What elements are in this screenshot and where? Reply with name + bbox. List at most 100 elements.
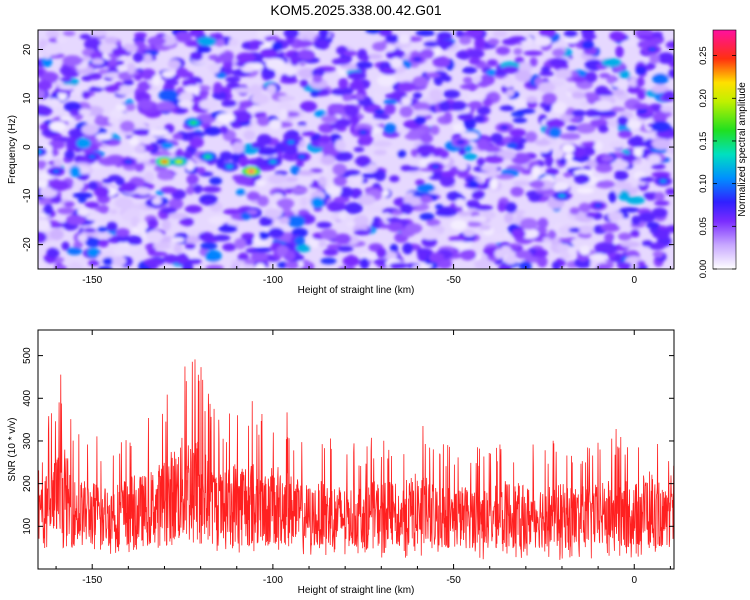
heat-cell [204,126,222,136]
heat-cell [465,30,484,38]
heat-cell [401,166,420,172]
heat-cell [339,186,353,198]
heat-cell [652,138,672,150]
heat-cell [577,225,594,235]
heat-cell [443,111,453,124]
heat-cell [153,242,172,250]
heat-cell [651,207,668,218]
heat-cell [38,231,47,243]
heat-cell [574,173,590,185]
heat-cell [367,53,383,60]
heat-cell [351,173,363,186]
heat-cell [649,130,658,140]
heat-cell [620,241,641,248]
heat-cell [537,255,548,268]
heat-cell [297,68,316,79]
heat-cell [552,48,565,58]
heat-cell [66,214,86,226]
heat-cell [68,262,83,269]
heat-cell [106,58,119,66]
heat-cell [372,114,391,120]
heat-cell [193,184,203,194]
heat-cell [633,158,642,165]
heat-cell [351,78,362,89]
heat-cell [285,260,300,269]
heat-cell [202,186,222,193]
heat-cell [48,140,66,150]
y-tick-label: 10 [22,92,33,104]
heat-cell [545,118,566,128]
heat-cell [396,149,407,158]
heat-cell [545,167,559,176]
heat-cell [98,266,113,269]
x-tick-label: 0 [631,575,637,586]
heat-cell [495,174,515,180]
heat-cell [505,202,517,214]
heat-cell [347,71,367,80]
heat-cell [350,114,360,125]
heat-cell [374,109,385,115]
heat-cell [604,232,615,243]
heat-cell [467,93,483,100]
heat-cell [383,123,397,134]
heat-cell [506,142,518,149]
heat-cell [350,188,363,199]
heat-cell [185,186,195,195]
heat-cell [286,215,306,228]
heat-cell [212,91,227,101]
heat-cell [125,103,136,112]
heat-cell [338,266,356,269]
heat-cell [376,75,396,87]
heat-cell [389,262,409,269]
heat-cell [448,236,467,242]
heat-cell [487,38,500,46]
heat-cell [370,217,383,229]
colorbar-tick-label: 0.00 [698,260,709,279]
heat-cell [268,227,284,239]
heat-cell [79,108,91,116]
heat-cell [208,63,221,74]
heat-cell [537,144,551,153]
heat-cell [278,181,297,189]
heat-cell [205,250,222,262]
heat-cell [187,131,207,137]
heat-cell [581,40,595,50]
heat-cell [474,37,486,49]
heat-cell [626,119,642,130]
heat-cell [168,212,188,220]
heat-hotspot [89,155,96,159]
heat-hotspot [38,150,41,154]
heat-cell [196,45,212,54]
heat-cell [414,115,426,125]
heat-cell [533,36,552,47]
heat-cell [341,93,356,102]
heat-cell [90,30,108,37]
heat-cell [459,84,479,90]
colorbar-tick-label: 0.25 [698,46,709,65]
heat-cell [283,30,300,38]
heat-cell [596,90,616,96]
heat-cell [184,243,196,250]
heat-cell [564,36,580,44]
heat-cell [278,217,290,224]
heat-cell [385,34,401,43]
heat-cell [170,237,185,243]
heat-cell [331,57,351,66]
heat-cell [43,43,63,56]
heat-cell [439,149,449,159]
y-tick-label: 0 [22,144,33,150]
heat-cell [361,173,379,179]
heat-cell [249,84,262,96]
heat-cell [88,260,100,266]
heat-cell [121,182,138,193]
snr-series-line [38,359,674,560]
heat-cell [609,31,625,41]
heat-cell [436,31,453,40]
heat-cell [106,221,118,232]
heat-cell [523,50,543,56]
heat-cell [198,231,214,242]
heat-cell [98,239,109,248]
heat-cell [53,158,63,169]
heat-cell [77,196,87,204]
heat-cell [617,116,629,126]
